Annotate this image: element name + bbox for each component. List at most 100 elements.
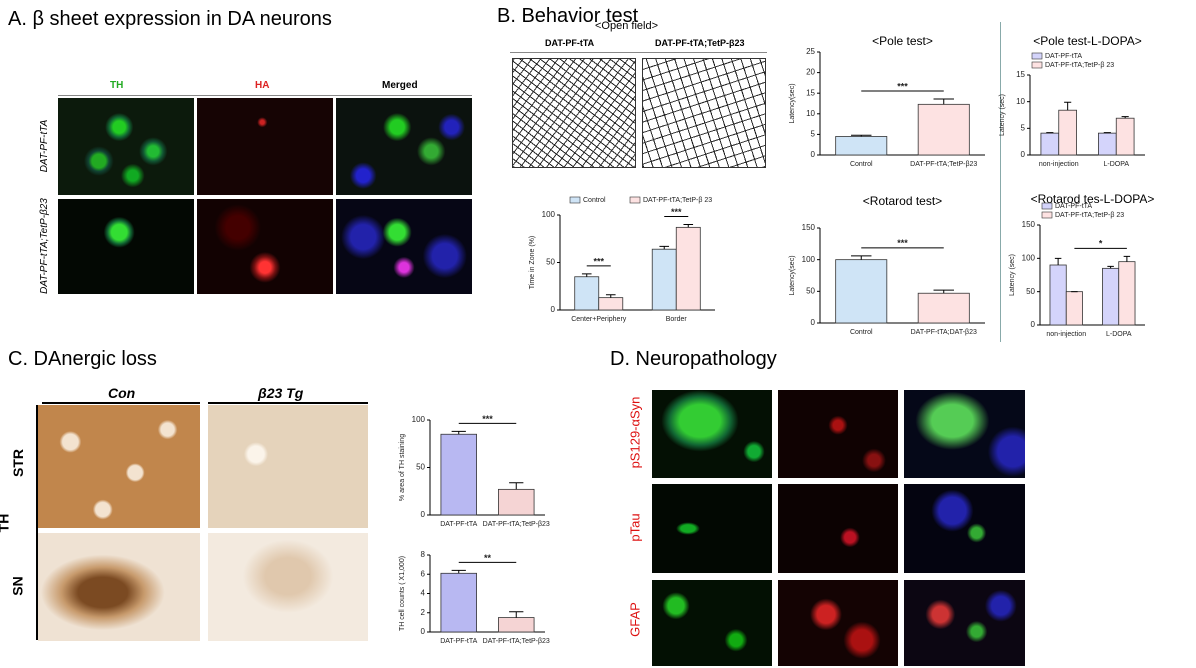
bar (440, 433, 477, 516)
legend-swatch (1041, 202, 1053, 210)
y-tick-label: 150 (802, 223, 816, 232)
legend-label: DAT-PF-tTA;TetP-β 23 (1055, 212, 1124, 219)
label: DAT-PF-tTA (545, 38, 595, 48)
micrograph (336, 98, 472, 195)
y-axis-label: % area of TH staining (399, 434, 406, 501)
x-tick-label: DAT-PF-tTA;TetP-β23 (483, 638, 550, 645)
significance-label: *** (671, 207, 682, 217)
bar (1102, 267, 1120, 326)
y-tick-label: 5 (1021, 123, 1026, 132)
y-tick-label: 100 (1022, 253, 1036, 262)
micrograph (197, 199, 333, 294)
chart-title: <Rotarod tes-L-DOPA> (1031, 192, 1155, 206)
column-label: β23 Tg (258, 385, 304, 401)
error-bar (1121, 116, 1129, 119)
y-tick-label: 15 (1016, 70, 1025, 79)
y-tick-label: 6 (421, 569, 426, 578)
error-bar (509, 482, 524, 490)
bar (598, 297, 624, 311)
x-tick-label: Control (850, 329, 873, 336)
rule (58, 95, 472, 96)
y-tick-label: 100 (542, 210, 556, 219)
micrograph (778, 580, 898, 666)
error-bar (1103, 132, 1111, 134)
x-tick-label: Center+Periphery (571, 316, 627, 323)
x-tick-label: non-injection (1046, 331, 1086, 338)
micrograph (197, 98, 333, 195)
micrograph (58, 199, 194, 294)
micrograph (38, 405, 200, 528)
error-bar (1054, 257, 1062, 265)
bar (1098, 132, 1117, 156)
legend-label: DAT-PF-tTA;TetP-β 23 (1045, 62, 1114, 69)
x-tick-label: DAT-PF-tTA;DAT-β23 (911, 329, 977, 336)
error-bar (851, 134, 872, 137)
bar (1040, 132, 1060, 156)
y-tick-label: 0 (811, 318, 816, 327)
y-tick-label: 0 (811, 150, 816, 159)
column-label: Merged (382, 80, 418, 91)
y-tick-label: 50 (416, 463, 425, 472)
error-bar (933, 98, 954, 105)
micrograph (778, 390, 898, 478)
significance-label: *** (897, 238, 908, 248)
y-tick-label: 2 (421, 608, 426, 617)
bar (835, 259, 888, 324)
x-tick-label: DAT-PF-tTA (440, 521, 477, 528)
y-tick-label: 20 (806, 68, 815, 77)
bar (1065, 291, 1083, 326)
y-axis-label: Latency(sec) (789, 255, 796, 295)
micrograph (652, 390, 772, 478)
micrograph (652, 484, 772, 573)
y-tick-label: 4 (421, 589, 426, 598)
micrograph (58, 98, 194, 195)
track-image (642, 58, 766, 168)
legend-swatch (569, 196, 581, 204)
micrograph (904, 484, 1025, 573)
x-tick-label: Control (850, 161, 873, 168)
bar (1058, 109, 1077, 156)
y-axis-label: Time in Zone (%) (529, 236, 536, 289)
y-tick-label: 0 (421, 510, 426, 519)
y-tick-label: 0 (551, 305, 556, 314)
bar (651, 248, 677, 311)
y-axis-label: Latency (sec) (1009, 254, 1016, 296)
error-bar (933, 289, 954, 294)
divider (1000, 22, 1001, 342)
subtitle: <Open field> (595, 20, 658, 32)
y-tick-label: 150 (1022, 220, 1036, 229)
y-tick-label: 25 (806, 47, 815, 56)
x-tick-label: DAT-PF-tTA;TetP-β23 (483, 521, 550, 528)
micrograph (778, 484, 898, 573)
y-tick-label: 50 (1026, 287, 1035, 296)
panel-title: A. β sheet expression in DA neurons (8, 8, 332, 30)
bar (498, 488, 535, 516)
micrograph (652, 580, 772, 666)
y-tick-label: 0 (1021, 150, 1026, 159)
column-label: Con (108, 385, 136, 401)
bar (440, 572, 477, 633)
chart-title: <Pole test-L-DOPA> (1033, 34, 1142, 48)
significance-label: ** (484, 553, 492, 563)
chart-title: <Rotarod test> (863, 194, 942, 208)
x-tick-label: non-injection (1039, 161, 1079, 168)
x-tick-label: Border (666, 316, 688, 323)
bar (1115, 117, 1135, 156)
significance-label: * (1099, 239, 1103, 249)
error-bar (1123, 255, 1131, 262)
micrograph (208, 405, 368, 528)
rule (510, 52, 767, 53)
bar (1049, 264, 1067, 326)
track-image (512, 58, 636, 168)
error-bar (1046, 132, 1054, 134)
y-tick-label: 10 (806, 109, 815, 118)
error-bar (683, 224, 694, 228)
y-axis-label: TH cell counts ( X1,000) (399, 556, 406, 631)
error-bar (851, 255, 872, 260)
bar (1118, 261, 1136, 326)
column-label: TH (110, 80, 124, 91)
y-tick-label: 100 (802, 255, 816, 264)
micrograph (38, 533, 200, 641)
error-bar (451, 430, 466, 435)
